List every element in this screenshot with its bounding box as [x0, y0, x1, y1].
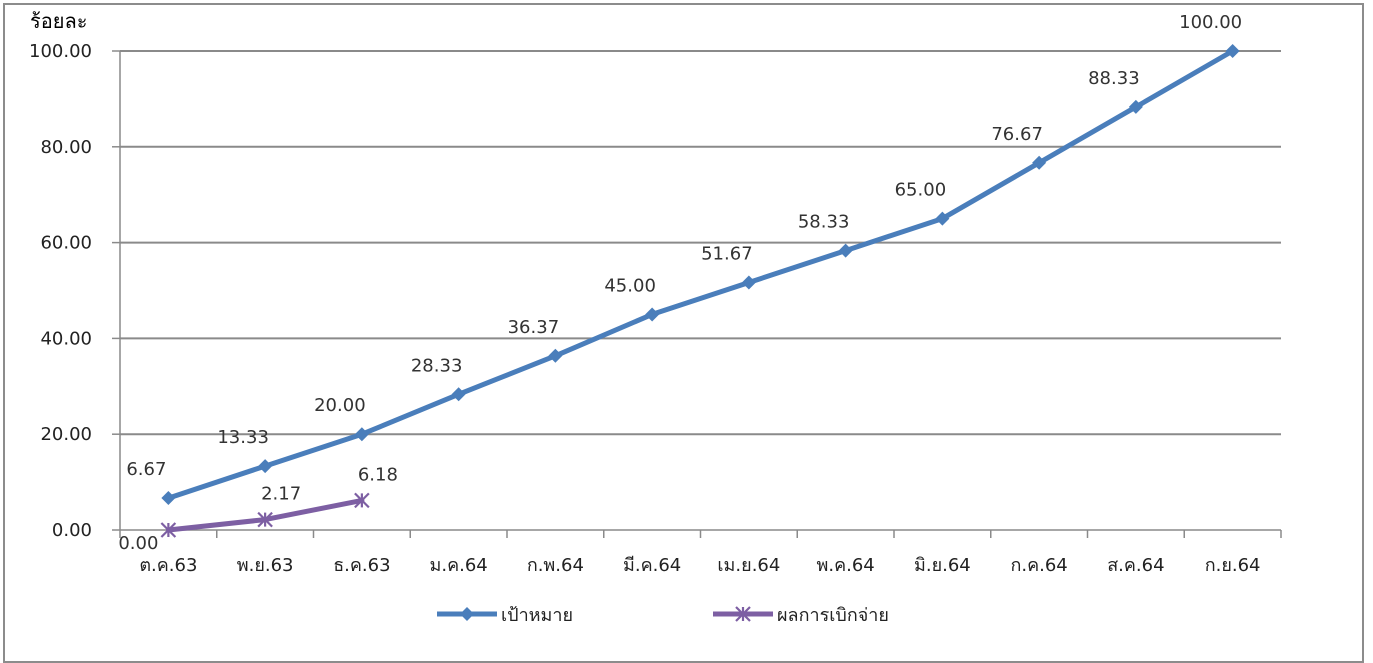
x-tick-label: ก.ค.64	[1010, 555, 1067, 576]
data-point	[161, 491, 176, 506]
data-point	[1225, 44, 1240, 58]
x-tick-label: ธ.ค.63	[333, 555, 390, 576]
data-label: 0.00	[118, 533, 158, 554]
data-label: 58.33	[798, 212, 850, 233]
x-tick-label: เม.ย.64	[717, 555, 780, 576]
data-point	[354, 427, 369, 442]
x-tick-label: มี.ค.64	[623, 555, 681, 576]
y-tick-label: 60.00	[40, 233, 92, 254]
data-point	[548, 348, 563, 363]
data-label: 76.67	[991, 124, 1043, 145]
legend-label: ผลการเบิกจ่าย	[777, 605, 889, 626]
y-axis-title: ร้อยละ	[30, 9, 87, 33]
data-point	[354, 492, 370, 509]
legend-marker	[735, 606, 751, 622]
data-point	[645, 307, 660, 322]
legend: เป้าหมาย ผลการเบิกจ่าย	[437, 605, 889, 626]
data-label: 13.33	[217, 427, 269, 448]
y-tick-label: 20.00	[40, 424, 92, 445]
data-label: 88.33	[1088, 68, 1140, 89]
data-point	[935, 211, 950, 226]
series-line-1	[165, 48, 1236, 501]
data-label: 6.67	[126, 459, 166, 480]
x-tick-label: มิ.ย.64	[914, 555, 971, 576]
x-tick-label: พ.ค.64	[816, 555, 874, 576]
x-tick-label: ม.ค.64	[429, 555, 487, 576]
legend-marker	[460, 607, 474, 621]
data-point	[741, 275, 756, 290]
data-point	[257, 511, 273, 528]
x-tick-label: ก.พ.64	[527, 555, 584, 576]
data-label: 6.18	[358, 464, 398, 485]
data-label: 36.37	[508, 317, 560, 338]
y-tick-label: 100.00	[29, 41, 92, 62]
data-point	[451, 387, 466, 402]
gridlines	[120, 50, 1281, 436]
x-tick-label: พ.ย.63	[237, 555, 294, 576]
data-point	[838, 243, 853, 258]
axes	[112, 50, 1282, 538]
legend-label: เป้าหมาย	[501, 605, 573, 626]
data-label: 20.00	[314, 395, 366, 416]
y-tick-label: 40.00	[40, 328, 92, 349]
data-label: 51.67	[701, 244, 753, 265]
series-group	[160, 44, 1240, 538]
y-tick-label: 0.00	[52, 520, 92, 541]
x-tick-labels: ต.ค.63 พ.ย.63 ธ.ค.63 ม.ค.64 ก.พ.64 มี.ค.64 เม.…	[139, 555, 1260, 576]
data-label: 2.17	[261, 484, 301, 505]
x-tick-label: ต.ค.63	[139, 555, 197, 576]
data-labels: 6.67 13.33 20.00 28.33 36.37 45.00 51.67 58.33 6…	[118, 12, 1242, 554]
data-point	[1128, 99, 1143, 114]
data-label: 45.00	[604, 275, 656, 296]
data-label: 100.00	[1179, 12, 1242, 33]
y-tick-labels: 0.00 20.00 40.00 60.00 80.00 100.00	[29, 41, 92, 541]
data-label: 28.33	[411, 355, 463, 376]
data-point	[258, 459, 273, 474]
chart-frame	[3, 3, 1364, 663]
x-tick-label: ก.ย.64	[1205, 555, 1261, 576]
x-tick-label: ส.ค.64	[1107, 555, 1164, 576]
data-label: 65.00	[895, 180, 947, 201]
y-tick-label: 80.00	[40, 137, 92, 158]
data-point	[1032, 155, 1047, 170]
data-point	[160, 522, 177, 538]
